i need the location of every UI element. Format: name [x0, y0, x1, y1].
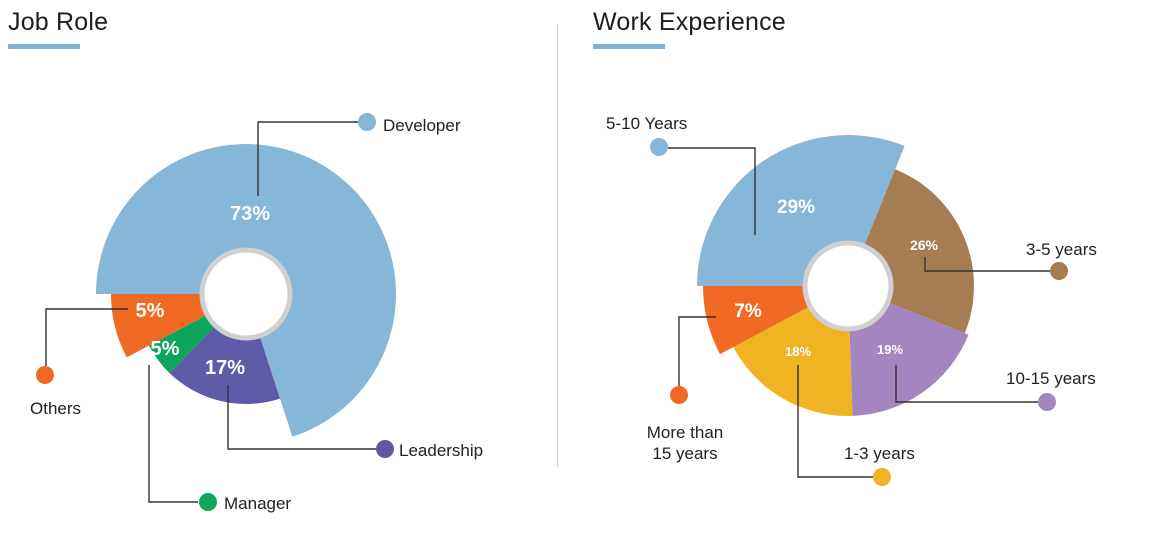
percent-labels: 73% 17% 5% 5% — [136, 203, 271, 379]
job-role-title: Job Role — [8, 8, 109, 36]
percent-label-leadership: 17% — [205, 357, 245, 379]
leader-line-5-10-years — [668, 147, 756, 235]
leader-line-1-3-years — [797, 365, 873, 478]
legend-dot-others — [36, 366, 54, 384]
work-experience-title-underline — [593, 44, 665, 49]
slice-label-3-5-years: 3-5 years — [1026, 240, 1097, 259]
leader-line-developer — [257, 121, 358, 196]
job-role-title-underline — [8, 44, 80, 49]
leader-line-leadership — [227, 385, 376, 450]
legend-dot-leadership — [376, 440, 394, 458]
slice-annotations: 5-10 Years 3-5 years 10-15 years 1-3 years M… — [606, 114, 1097, 486]
slice-label-more-than-15-years: More than 15 years — [647, 423, 724, 463]
slice-label-10-15-years: 10-15 years — [1006, 369, 1096, 388]
leader-line-3-5-years — [924, 257, 1050, 272]
work-experience-title: Work Experience — [593, 8, 786, 36]
percent-label-1-3-years: 18% — [785, 344, 811, 359]
legend-dot-developer — [358, 113, 376, 131]
leader-line-more-than-15-years — [678, 316, 716, 386]
legend-dot-manager — [199, 493, 217, 511]
donut-hole — [802, 240, 894, 332]
percent-label-5-10-years: 29% — [777, 197, 815, 218]
percent-label-10-15-years: 19% — [877, 342, 903, 357]
percent-labels: 29% 26% 19% 18% 7% — [734, 197, 938, 359]
leader-line-others — [45, 308, 128, 366]
percent-label-manager: 5% — [151, 338, 180, 360]
leader-line-10-15-years — [895, 365, 1038, 403]
percent-label-3-5-years: 26% — [910, 237, 939, 253]
donut-hole — [199, 247, 293, 341]
legend-dot-3-5-years — [1050, 262, 1068, 280]
percent-label-developer: 73% — [230, 203, 270, 225]
slice-label-manager: Manager — [224, 494, 291, 513]
slice-label-others: Others — [30, 399, 81, 418]
slice-label-1-3-years: 1-3 years — [844, 444, 915, 463]
slice-label-developer: Developer — [383, 116, 461, 135]
leader-line-manager — [148, 365, 198, 503]
legend-dot-more-than-15-years — [670, 386, 688, 404]
legend-dot-10-15-years — [1038, 393, 1056, 411]
percent-label-more-than-15-years: 7% — [734, 301, 762, 322]
panel-divider — [557, 24, 558, 467]
legend-dot-1-3-years — [873, 468, 891, 486]
slice-label-5-10-years: 5-10 Years — [606, 114, 687, 133]
work-experience-chart: 5-10 Years 3-5 years 10-15 years 1-3 years M… — [606, 114, 1097, 486]
slice-annotations: Developer Leadership Manager Others — [30, 113, 483, 513]
slice-label-leadership: Leadership — [399, 441, 483, 460]
legend-dot-5-10-years — [650, 138, 668, 156]
job-role-chart: Developer Leadership Manager Others 73% 17% 5%… — [30, 113, 483, 513]
percent-label-others: 5% — [136, 300, 165, 322]
